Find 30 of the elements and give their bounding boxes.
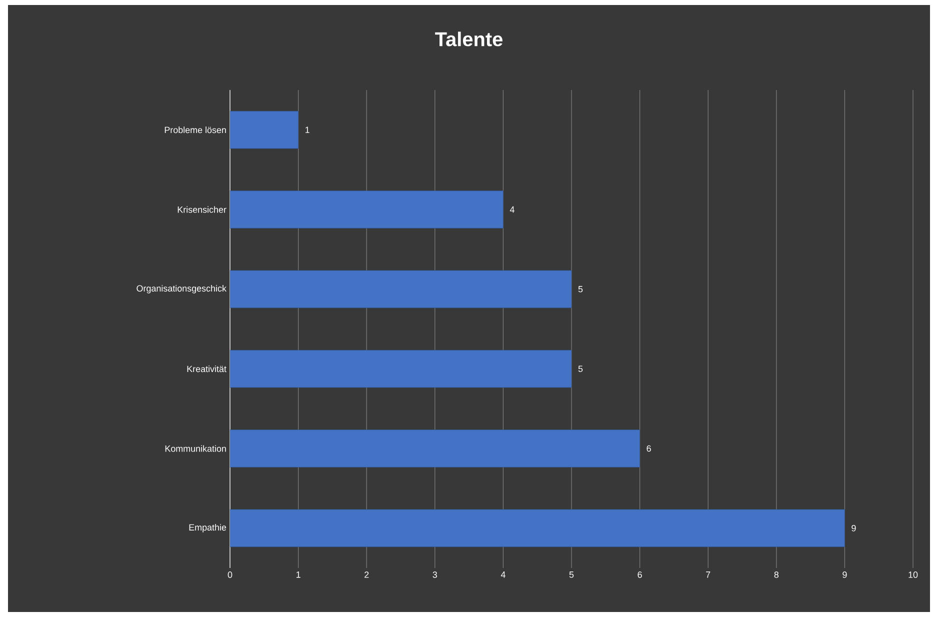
x-tick-label: 2 <box>364 572 369 578</box>
x-tick-label: 0 <box>228 572 232 578</box>
bar <box>230 350 572 388</box>
x-tick-label: 7 <box>706 572 710 578</box>
data-label: 5 <box>578 366 583 372</box>
x-tick-label: 9 <box>842 572 847 578</box>
bar <box>230 190 504 228</box>
data-label: 1 <box>306 126 310 133</box>
y-tick-label: Kreativität <box>187 366 226 372</box>
x-tick-label: 4 <box>500 572 506 578</box>
x-tick-label: 1 <box>296 572 300 578</box>
y-tick-label: Kommunikation <box>165 445 226 452</box>
y-tick-label: Probleme lösen <box>164 126 226 134</box>
x-tick-label: 3 <box>432 572 438 578</box>
bar <box>230 430 640 468</box>
bar <box>230 509 845 548</box>
y-tick-label: Organisationsgeschick <box>136 284 226 294</box>
x-tick-label: 5 <box>569 572 574 578</box>
x-tick-label: 8 <box>774 572 779 578</box>
bar <box>230 270 572 308</box>
data-label: 5 <box>578 286 583 292</box>
y-tick-label: Krisensicher <box>178 206 226 213</box>
x-tick-label: 6 <box>638 572 642 578</box>
data-label: 9 <box>852 524 856 532</box>
x-tick-label: 10 <box>908 572 918 578</box>
chart-title: Talente <box>435 32 502 46</box>
bar <box>230 110 299 149</box>
data-label: 6 <box>646 445 651 452</box>
y-tick-label: Empathie <box>189 524 226 532</box>
data-label: 4 <box>510 206 514 213</box>
